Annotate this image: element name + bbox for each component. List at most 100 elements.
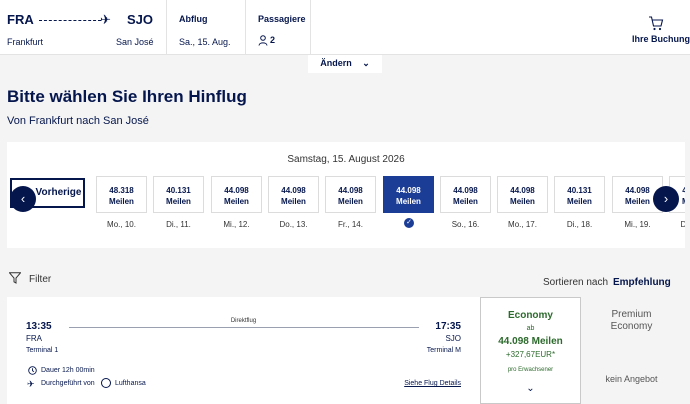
booking-link[interactable]: Ihre Buchung <box>632 34 690 44</box>
origin-city: Frankfurt <box>7 37 44 47</box>
sort-select[interactable]: Empfehlung <box>613 277 671 288</box>
flight-line <box>69 327 419 328</box>
filter-button[interactable]: Filter <box>29 274 52 285</box>
fare-from-label: ab <box>526 325 535 332</box>
divider <box>310 0 311 55</box>
plane-icon: ✈ <box>27 379 35 389</box>
chevron-down-icon: ⌄ <box>362 58 370 68</box>
divider <box>166 0 167 55</box>
day-label: Do., 20. <box>680 220 685 229</box>
day-option[interactable]: 44.098 Meilen <box>268 176 319 213</box>
chevron-right-icon[interactable]: › <box>653 186 679 212</box>
day-unit: Meilen <box>625 197 650 206</box>
day-option[interactable]: 44.098 Meilen <box>440 176 491 213</box>
day-price: 40.131 <box>567 186 592 195</box>
flight-card: 13:35 Direktflug 17:35 FRA SJO Terminal … <box>7 297 480 404</box>
day-unit: Meilen <box>166 197 191 206</box>
day-label: Fr., 14. <box>338 220 363 229</box>
fare-class-title: Economy <box>507 310 553 321</box>
day-unit: Meilen <box>510 197 535 206</box>
day-price: 48.318 <box>109 186 134 195</box>
day-option[interactable]: 44.098 Meilen <box>325 176 376 213</box>
filter-icon[interactable] <box>9 272 21 284</box>
arrival-terminal: Terminal M <box>426 347 461 354</box>
day-unit: Meilen <box>281 197 306 206</box>
day-unit: Meilen <box>567 197 592 206</box>
day-option[interactable]: 44.098 Meilen <box>211 176 262 213</box>
day-label: Di., 11. <box>166 220 191 229</box>
lufthansa-logo-icon <box>101 378 111 388</box>
day-unit: Meilen <box>396 197 421 206</box>
day-option[interactable]: 40.131 Meilen <box>153 176 204 213</box>
date-selector: Samstag, 15. August 2026 Vorherige ‹ 48.… <box>7 142 685 248</box>
day-label: Mo., 10. <box>107 220 136 229</box>
check-icon: ✓ <box>404 218 414 228</box>
day-unit: Meilen <box>453 197 478 206</box>
day-label: Di., 18. <box>566 220 593 229</box>
fare-class-title-line1: Premium <box>611 309 652 320</box>
day-price: 44.098 <box>224 186 249 195</box>
day-unit: Meilen <box>224 197 249 206</box>
day-price: 44.098 <box>453 186 478 195</box>
operated-by-label: Durchgeführt von <box>41 380 95 387</box>
person-icon <box>258 35 268 46</box>
flight-duration: Dauer 12h 00min <box>41 367 95 374</box>
passengers-label: Passagiere <box>258 14 306 24</box>
departure-airport: FRA <box>26 334 42 343</box>
day-label: Mo., 17. <box>508 220 537 229</box>
premium-economy-fare-option: Premium Economy kein Angebot <box>581 297 682 404</box>
day-option[interactable]: 44.098 Meilen <box>383 176 434 213</box>
day-price: 44.098 <box>396 186 421 195</box>
flight-details-link[interactable]: Siehe Flug Details <box>404 380 461 387</box>
page-subtitle: Von Frankfurt nach San José <box>7 115 149 127</box>
departure-value: Sa., 15. Aug. <box>179 37 231 47</box>
change-label: Ändern <box>320 58 352 68</box>
previous-label: Vorherige <box>35 187 82 198</box>
day-unit: Meilen <box>338 197 363 206</box>
economy-fare-option[interactable]: Economy ab 44.098 Meilen +327,67EUR* pro… <box>480 297 581 404</box>
flight-type: Direktflug <box>230 318 257 324</box>
selected-date-heading: Samstag, 15. August 2026 <box>287 154 405 165</box>
day-option[interactable]: 48.318 Meilen <box>96 176 147 213</box>
fare-class-title: Premium Economy <box>581 309 682 333</box>
day-option[interactable]: 40.131 Meilen <box>554 176 605 213</box>
fare-class-title-line2: Economy <box>610 321 653 332</box>
arrival-time: 17:35 <box>435 321 461 332</box>
fare-miles: 44.098 Meilen <box>498 336 563 347</box>
route-line <box>39 20 101 21</box>
no-offer-label: kein Angebot <box>605 374 658 384</box>
sort-label: Sortieren nach <box>543 277 609 288</box>
day-unit: Meilen <box>670 196 685 207</box>
day-label: Mi., 19. <box>624 220 651 229</box>
day-price: 44.098 <box>281 186 306 195</box>
day-label: Mi., 12. <box>223 220 250 229</box>
departure-time: 13:35 <box>26 321 52 332</box>
day-price: 44.098 <box>682 186 685 195</box>
day-option[interactable]: 44.098 Meilen <box>497 176 548 213</box>
header: FRA ✈ SJO Frankfurt San José Abflug Sa.,… <box>0 0 690 55</box>
fare-per-adult: pro Erwachsener <box>507 367 554 373</box>
day-price: 44.098 <box>510 186 535 195</box>
day-unit: Meilen <box>109 197 134 206</box>
day-label: So., 16. <box>451 220 480 229</box>
fare-surcharge: +327,67EUR* <box>505 350 556 359</box>
day-price: 44.098 <box>338 186 363 195</box>
chevron-left-icon[interactable]: ‹ <box>10 186 36 212</box>
chevron-down-icon[interactable]: ⌄ <box>526 383 535 394</box>
day-price: 44.098 <box>625 186 650 195</box>
change-button[interactable]: Ändern ⌄ <box>308 55 382 73</box>
airline-name: Lufthansa <box>115 380 146 387</box>
day-label: Do., 13. <box>279 220 308 229</box>
destination-code: SJO <box>127 12 154 27</box>
cart-icon[interactable] <box>648 16 664 31</box>
clock-icon <box>28 366 37 375</box>
day-price: 40.131 <box>166 186 191 195</box>
departure-label: Abflug <box>179 14 208 24</box>
arrival-airport: SJO <box>445 334 461 343</box>
divider <box>245 0 246 55</box>
plane-icon: ✈ <box>100 12 111 27</box>
origin-code: FRA <box>7 12 34 27</box>
page-title: Bitte wählen Sie Ihren Hinflug <box>7 87 247 106</box>
departure-terminal: Terminal 1 <box>26 347 59 354</box>
destination-city: San José <box>116 37 154 47</box>
